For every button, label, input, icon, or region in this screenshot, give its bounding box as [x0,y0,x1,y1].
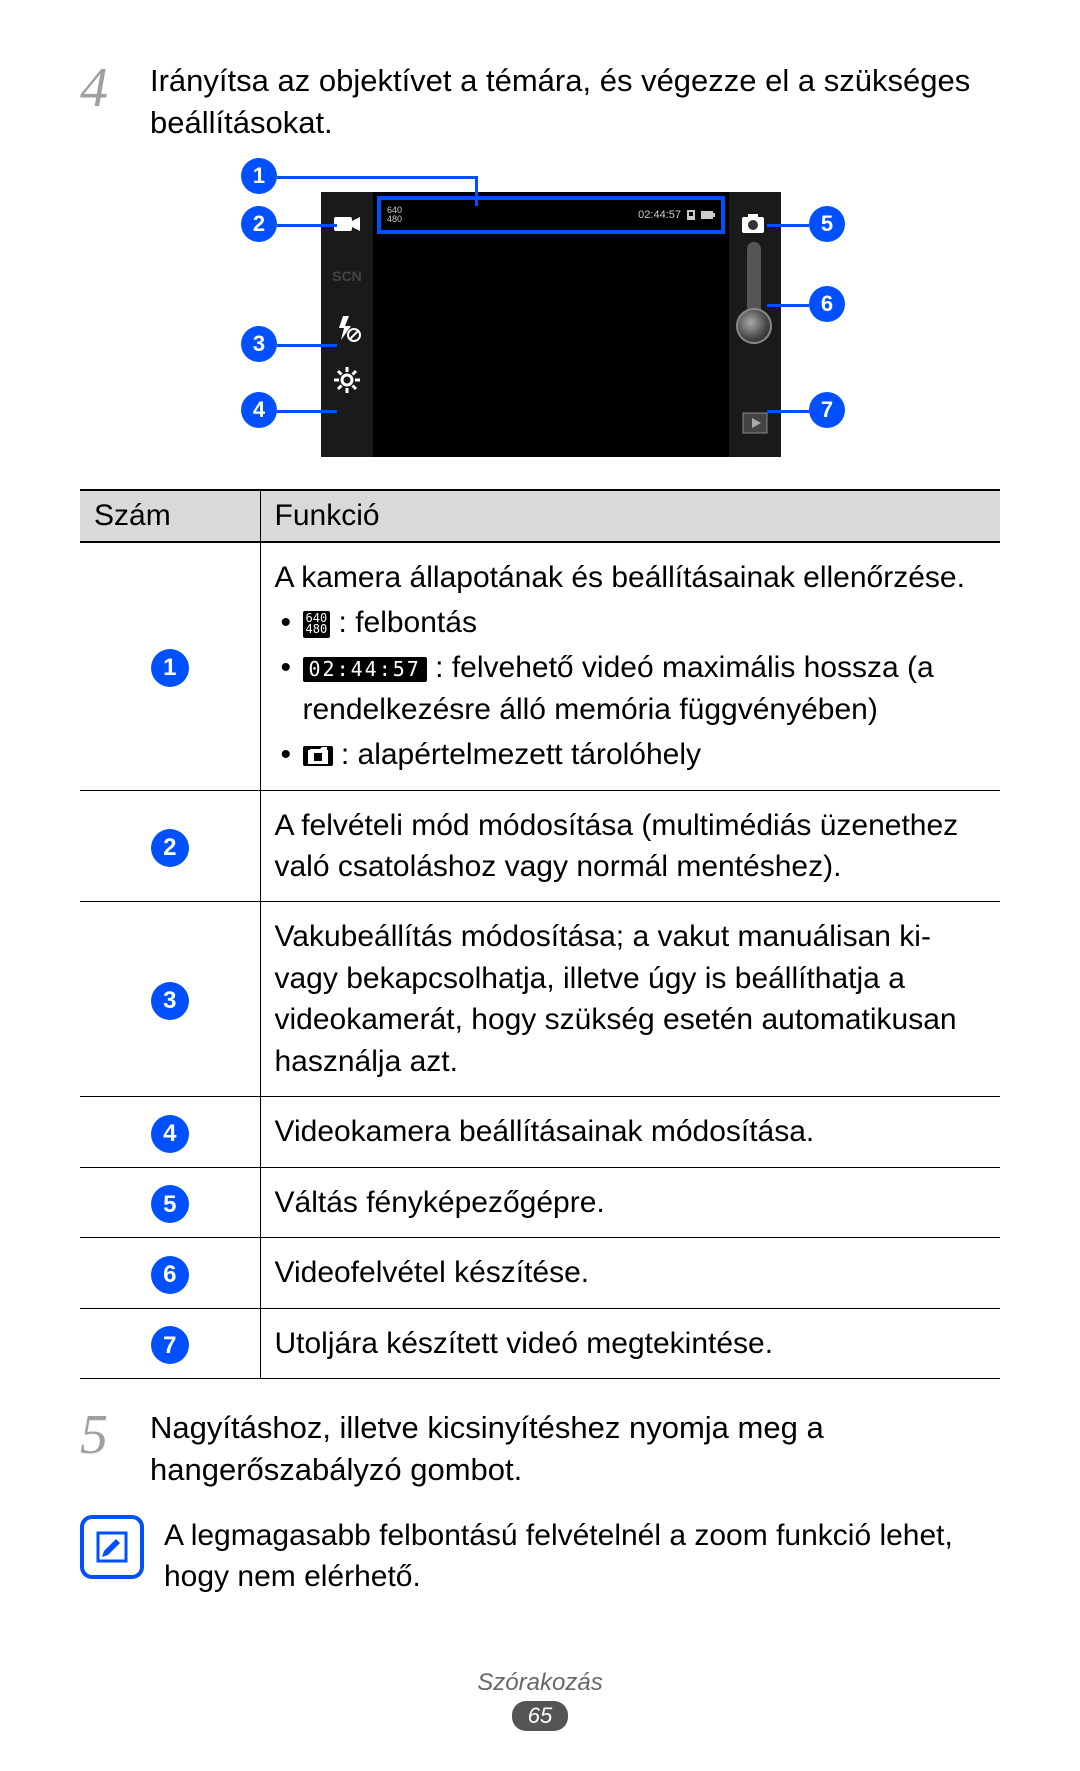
row-badge-6: 6 [151,1256,189,1294]
table-row: 2 A felvételi mód módosítása (multimédiá… [80,790,1000,902]
step-text-5: Nagyításhoz, illetve kicsinyítéshez nyom… [150,1407,1000,1491]
storage-icon [685,209,697,221]
resolution-icon: 640480 [303,611,331,638]
row1-bullet-time: 02:44:57 : felvehető videó maximális hos… [275,647,987,730]
callout-badge-2: 2 [241,206,277,242]
camera-left-toolbar: SCN [321,192,373,457]
step-4: 4 Irányítsa az objektívet a témára, és v… [80,60,1000,144]
note-icon [80,1515,144,1579]
row-desc-7: Utoljára készített videó megtekintése. [260,1308,1000,1379]
footer-section: Szórakozás [0,1669,1080,1697]
row-badge-5: 5 [151,1185,189,1223]
table-row: 1 A kamera állapotának és beállításainak… [80,542,1000,790]
callout-badge-3: 3 [241,326,277,362]
row-desc-5: Váltás fényképezőgépre. [260,1167,1000,1238]
row-desc-6: Videofelvétel készítése. [260,1238,1000,1309]
callout-line-6 [767,304,809,307]
note-block: A legmagasabb felbontású felvételnél a z… [80,1515,1000,1598]
row-badge-4: 4 [151,1115,189,1153]
function-table: Szám Funkció 1 A kamera állapotának és b… [80,489,1000,1380]
battery-icon [701,211,715,219]
callout-line-1h [277,176,477,179]
table-row: 6 Videofelvétel készítése. [80,1238,1000,1309]
table-row: 3 Vakubeállítás módosítása; a vakut manu… [80,902,1000,1097]
timer-icon: 02:44:57 [303,657,427,682]
callout-line-3 [277,344,337,347]
header-funkcio: Funkció [260,490,1000,542]
page-footer: Szórakozás 65 [0,1669,1080,1731]
camera-body: SCN 640 480 02:44:57 [321,192,781,457]
row-desc-4: Videokamera beállításainak módosítása. [260,1096,1000,1167]
row-desc-2: A felvételi mód módosítása (multimédiás … [260,790,1000,902]
row-badge-7: 7 [151,1326,189,1364]
callout-line-1v [475,176,478,206]
note-text: A legmagasabb felbontású felvételnél a z… [164,1515,1000,1598]
header-szam: Szám [80,490,260,542]
status-bar: 640 480 02:44:57 [377,196,725,234]
step-5: 5 Nagyításhoz, illetve kicsinyítéshez ny… [80,1407,1000,1491]
callout-line-4 [277,410,337,413]
callout-line-5 [767,224,809,227]
status-time: 02:44:57 [638,209,681,221]
step-number-5: 5 [80,1407,150,1463]
status-resolution: 640 480 [387,206,402,223]
camera-diagram: 1 2 3 4 5 6 7 SCN 640 480 [195,164,885,459]
step-number-4: 4 [80,60,150,116]
camera-right-toolbar [729,192,781,457]
step-text-4: Irányítsa az objektívet a témára, és vég… [150,60,1000,144]
row-desc-1: A kamera állapotának és beállításainak e… [260,542,1000,790]
callout-badge-4: 4 [241,392,277,428]
table-header-row: Szám Funkció [80,490,1000,542]
row1-bullet-storage: : alapértelmezett tárolóhely [275,734,987,775]
scn-label: SCN [331,260,363,292]
callout-line-7 [767,410,809,413]
flash-off-icon [331,312,363,344]
row-desc-3: Vakubeállítás módosítása; a vakut manuál… [260,902,1000,1097]
row-badge-3: 3 [151,982,189,1020]
table-row: 4 Videokamera beállításainak módosítása. [80,1096,1000,1167]
camera-viewfinder: 640 480 02:44:57 [373,192,729,457]
callout-badge-1: 1 [241,158,277,194]
row-badge-2: 2 [151,829,189,867]
table-row: 7 Utoljára készített videó megtekintése. [80,1308,1000,1379]
callout-badge-7: 7 [809,392,845,428]
footer-page-number: 65 [512,1701,568,1731]
callout-line-2 [277,224,337,227]
row1-bullet-resolution: 640480 : felbontás [275,602,987,643]
storage-location-icon [303,746,333,766]
callout-badge-6: 6 [809,286,845,322]
row1-intro: A kamera állapotának és beállításainak e… [275,557,987,598]
callout-badge-5: 5 [809,206,845,242]
row-badge-1: 1 [151,649,189,687]
record-shutter-button [736,308,772,344]
settings-gear-icon [331,364,363,396]
table-row: 5 Váltás fényképezőgépre. [80,1167,1000,1238]
